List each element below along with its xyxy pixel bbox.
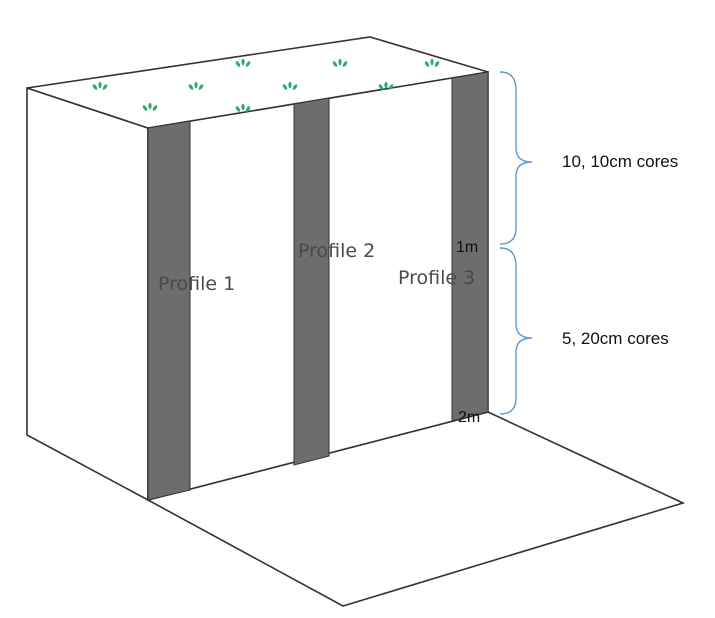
plant-sprout-icon xyxy=(92,81,108,90)
upper-brace xyxy=(499,71,533,245)
plant-sprout-icon xyxy=(188,81,204,90)
profile-2-label: Profile 2 xyxy=(298,240,375,262)
plant-sprout-icon xyxy=(142,102,158,111)
profile-1-strip xyxy=(147,120,191,501)
plant-sprout-icon xyxy=(378,81,394,90)
profile-1-label: Profile 1 xyxy=(158,273,235,295)
plant-sprout-icon xyxy=(235,103,251,112)
profile-2-strip xyxy=(293,97,330,466)
lower-brace xyxy=(499,247,533,415)
plant-sprout-icon xyxy=(332,58,348,67)
upper-cores-label: 10, 10cm cores xyxy=(562,152,678,171)
depth-mark-1m: 1m xyxy=(456,239,478,256)
profile-3-label: Profile 3 xyxy=(398,267,475,289)
left-face xyxy=(26,86,149,502)
lower-cores-label: 5, 20cm cores xyxy=(562,329,669,348)
plant-sprout-icon xyxy=(235,58,251,67)
plant-sprout-icon xyxy=(424,58,440,67)
profile-3-strip xyxy=(451,71,489,422)
plant-sprout-icon xyxy=(282,81,298,90)
vegetation-group xyxy=(92,58,440,112)
depth-mark-2m: 2m xyxy=(458,409,480,426)
